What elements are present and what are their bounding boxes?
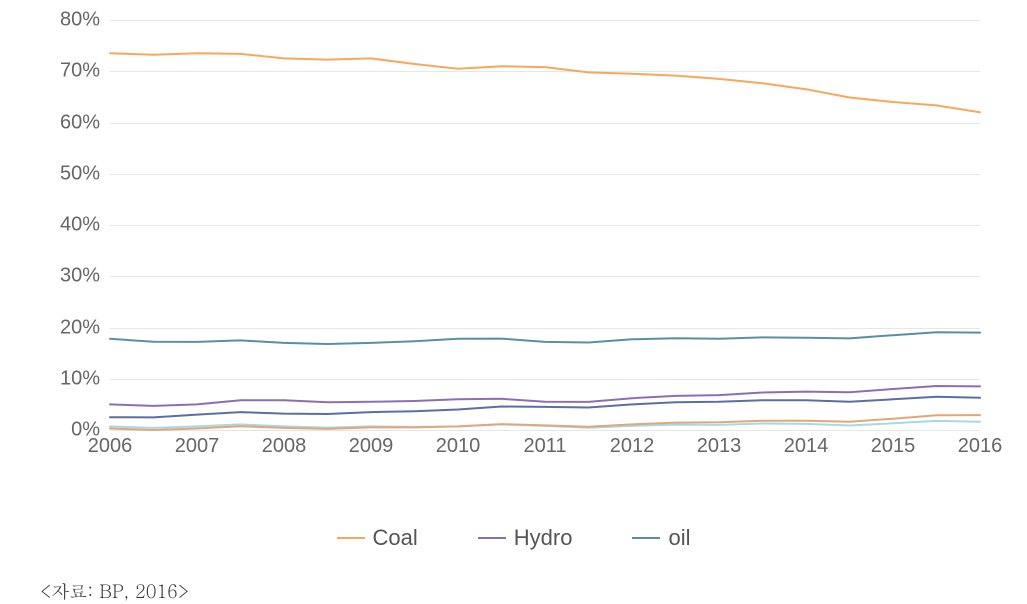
x-axis-label: 2009 [349,435,394,458]
chart-container: 0%10%20%30%40%50%60%70%80% 2006200720082… [0,0,1027,603]
legend-swatch [337,537,365,539]
legend-label: oil [668,525,690,551]
y-axis-label: 50% [40,162,100,185]
legend-swatch [478,537,506,539]
y-axis-label: 60% [40,111,100,134]
x-axis-label: 2010 [436,435,481,458]
x-axis-label: 2011 [523,435,566,458]
legend-item-oil: oil [632,525,690,551]
legend-item-hydro: Hydro [478,525,573,551]
x-axis-label: 2012 [610,435,655,458]
legend-label: Hydro [514,525,573,551]
series-oil [110,332,980,344]
gridline [110,430,980,431]
series-renewables [110,415,980,430]
y-axis-label: 10% [40,367,100,390]
legend-item-coal: Coal [337,525,418,551]
x-axis-label: 2013 [697,435,742,458]
series-hydro [110,386,980,406]
source-citation: <자료: BP, 2016> [40,579,997,604]
chart-area: 0%10%20%30%40%50%60%70%80% 2006200720082… [40,10,990,470]
y-axis-label: 80% [40,9,100,32]
y-axis-label: 70% [40,60,100,83]
y-axis-label: 40% [40,214,100,237]
x-axis-label: 2016 [958,435,1003,458]
x-axis-label: 2006 [88,435,133,458]
x-axis-label: 2008 [262,435,307,458]
series-coal [110,53,980,112]
x-axis-label: 2014 [784,435,829,458]
legend-label: Coal [373,525,418,551]
legend-swatch [632,537,660,539]
x-axis-label: 2007 [175,435,220,458]
legend: Coal Hydro oil [30,525,997,551]
plot-area [110,20,980,430]
y-axis-label: 30% [40,265,100,288]
y-axis-label: 20% [40,316,100,339]
line-series-svg [110,20,980,430]
x-axis-label: 2015 [871,435,916,458]
